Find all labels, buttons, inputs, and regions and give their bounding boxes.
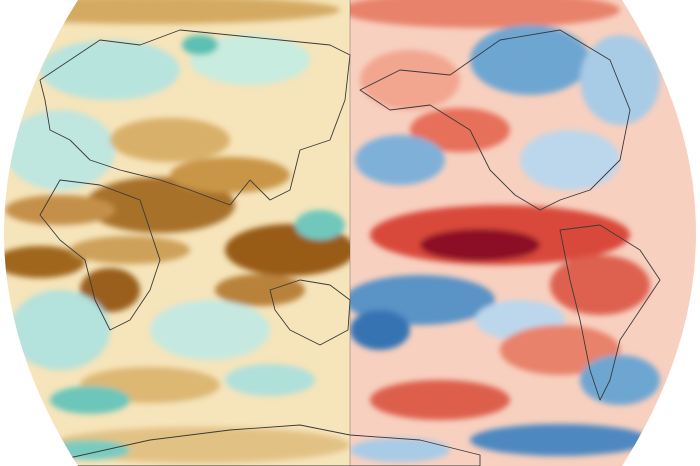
temperature-panel bbox=[350, 0, 696, 466]
precipitation-panel bbox=[4, 0, 350, 466]
antarctica bbox=[59, 424, 481, 466]
eurasia bbox=[39, 29, 351, 206]
north-america bbox=[359, 29, 631, 211]
coastlines bbox=[39, 0, 661, 466]
australia bbox=[269, 279, 351, 346]
south-america bbox=[559, 224, 661, 401]
africa bbox=[39, 179, 161, 331]
